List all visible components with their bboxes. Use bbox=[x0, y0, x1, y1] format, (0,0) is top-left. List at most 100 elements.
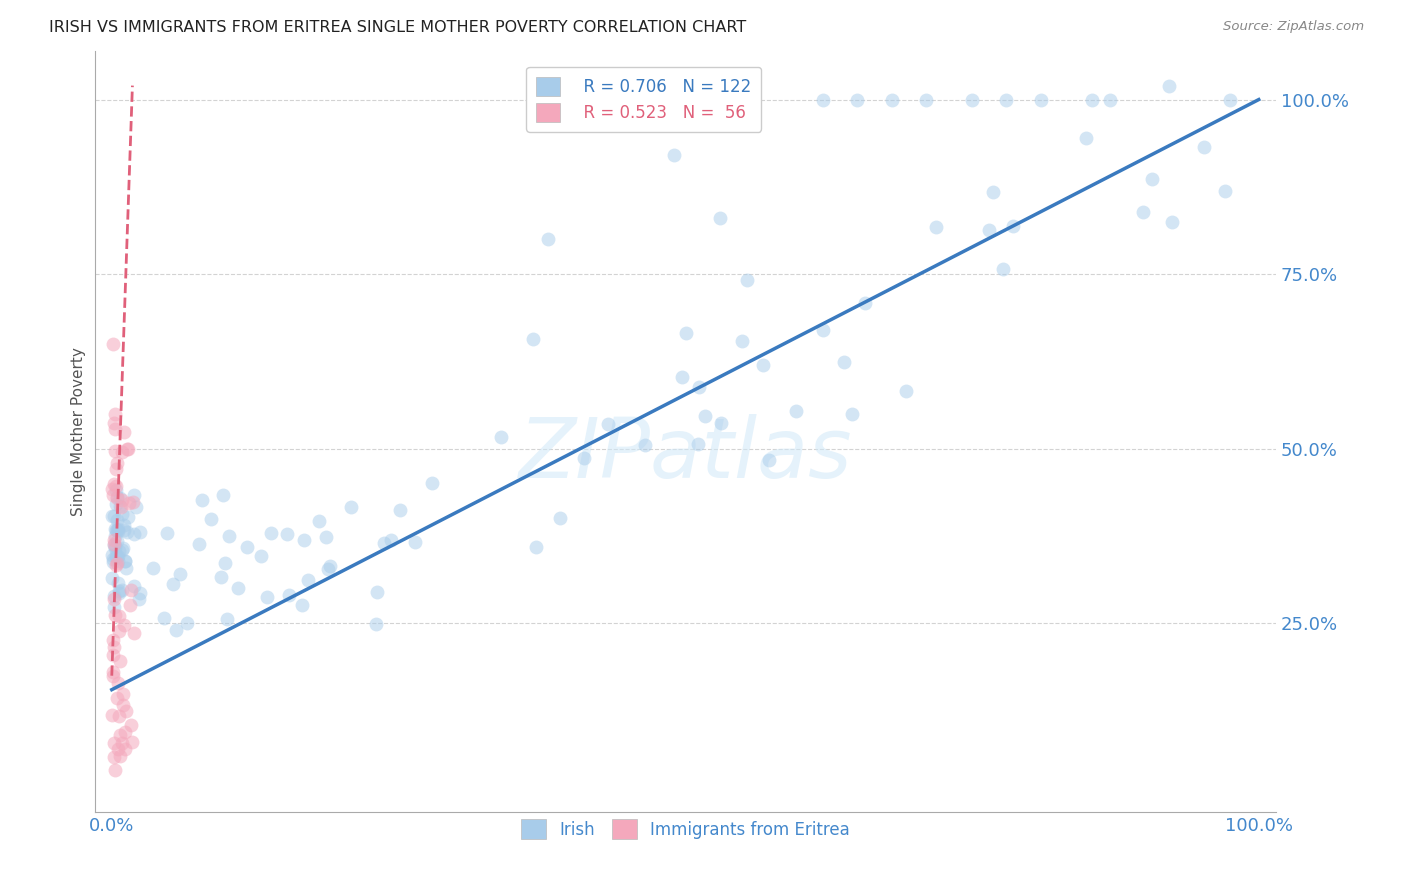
Point bbox=[169, 567, 191, 582]
Point bbox=[105, 550, 128, 565]
Point bbox=[117, 510, 139, 524]
Point bbox=[688, 380, 710, 394]
Point bbox=[104, 541, 127, 555]
Point bbox=[105, 490, 128, 504]
Point bbox=[105, 462, 128, 476]
Point bbox=[1132, 205, 1154, 219]
Y-axis label: Single Mother Poverty: Single Mother Poverty bbox=[72, 347, 86, 516]
Point bbox=[108, 728, 131, 742]
Point bbox=[228, 581, 250, 595]
Point bbox=[111, 543, 134, 558]
Point bbox=[103, 476, 125, 491]
Point bbox=[101, 548, 124, 562]
Point bbox=[118, 598, 141, 612]
Point bbox=[120, 718, 142, 732]
Text: IRISH VS IMMIGRANTS FROM ERITREA SINGLE MOTHER POVERTY CORRELATION CHART: IRISH VS IMMIGRANTS FROM ERITREA SINGLE … bbox=[49, 20, 747, 35]
Point bbox=[983, 185, 1005, 199]
Point bbox=[598, 417, 620, 432]
Point bbox=[832, 355, 855, 369]
Point bbox=[191, 492, 214, 507]
Point bbox=[420, 475, 443, 490]
Point bbox=[108, 709, 131, 723]
Point bbox=[122, 626, 145, 640]
Point bbox=[176, 616, 198, 631]
Point bbox=[101, 552, 124, 566]
Point bbox=[686, 436, 709, 450]
Point bbox=[236, 540, 259, 554]
Point bbox=[662, 148, 685, 162]
Point bbox=[340, 500, 363, 514]
Point bbox=[128, 591, 150, 606]
Point bbox=[104, 478, 127, 492]
Point bbox=[925, 220, 948, 235]
Point bbox=[108, 544, 131, 558]
Point bbox=[111, 736, 134, 750]
Point bbox=[104, 763, 127, 777]
Point bbox=[105, 523, 128, 537]
Point bbox=[111, 507, 134, 521]
Point bbox=[103, 533, 125, 548]
Point bbox=[316, 561, 339, 575]
Point bbox=[218, 529, 240, 543]
Point bbox=[894, 384, 917, 398]
Point bbox=[121, 495, 143, 509]
Point bbox=[524, 540, 547, 554]
Point bbox=[209, 570, 232, 584]
Point bbox=[491, 430, 513, 444]
Point bbox=[319, 558, 342, 573]
Point bbox=[107, 586, 129, 600]
Point bbox=[101, 509, 124, 524]
Point bbox=[107, 556, 129, 570]
Point bbox=[292, 533, 315, 547]
Point bbox=[112, 617, 135, 632]
Point bbox=[120, 582, 142, 597]
Point bbox=[107, 576, 129, 591]
Point bbox=[380, 533, 402, 547]
Point bbox=[110, 500, 132, 515]
Point bbox=[841, 407, 863, 421]
Point bbox=[122, 488, 145, 502]
Point bbox=[1029, 93, 1052, 107]
Point bbox=[104, 443, 127, 458]
Point bbox=[1219, 93, 1241, 107]
Point bbox=[101, 488, 124, 502]
Point bbox=[105, 534, 128, 549]
Point bbox=[548, 511, 571, 525]
Point bbox=[105, 513, 128, 527]
Point bbox=[104, 608, 127, 623]
Text: ZIPatlas: ZIPatlas bbox=[519, 414, 852, 495]
Point bbox=[404, 535, 426, 549]
Point bbox=[103, 509, 125, 524]
Point bbox=[1161, 215, 1184, 229]
Point bbox=[112, 541, 135, 555]
Point bbox=[107, 524, 129, 538]
Point bbox=[259, 525, 281, 540]
Point bbox=[1081, 93, 1104, 107]
Point bbox=[122, 526, 145, 541]
Point bbox=[162, 577, 184, 591]
Point bbox=[1213, 184, 1236, 198]
Point bbox=[276, 527, 298, 541]
Point bbox=[366, 616, 388, 631]
Point bbox=[217, 612, 239, 626]
Point bbox=[671, 370, 693, 384]
Point bbox=[785, 403, 807, 417]
Point bbox=[200, 511, 222, 525]
Point bbox=[107, 742, 129, 756]
Point bbox=[103, 640, 125, 654]
Point bbox=[108, 624, 131, 638]
Point bbox=[915, 93, 938, 107]
Point bbox=[103, 536, 125, 550]
Point bbox=[101, 555, 124, 569]
Point bbox=[536, 232, 558, 246]
Point bbox=[308, 514, 330, 528]
Point bbox=[114, 704, 136, 718]
Point bbox=[977, 223, 1000, 237]
Point bbox=[572, 451, 595, 466]
Point bbox=[104, 523, 127, 537]
Point bbox=[993, 261, 1015, 276]
Point bbox=[103, 538, 125, 552]
Point bbox=[105, 548, 128, 562]
Point bbox=[156, 525, 179, 540]
Point bbox=[104, 539, 127, 553]
